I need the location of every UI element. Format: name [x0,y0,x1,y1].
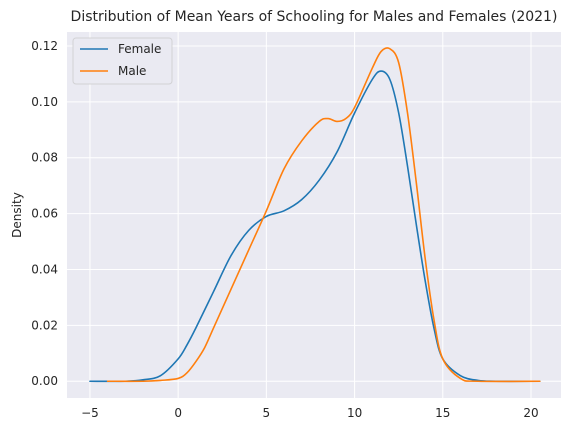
y-tick-label: 0.08 [31,151,58,165]
x-tick-label: 10 [347,406,362,420]
y-tick-label: 0.04 [31,262,58,276]
series-line-male [106,47,541,383]
legend: Female Male [72,37,173,85]
y-tick-label: 0.00 [31,374,58,388]
x-tick-label: 20 [523,406,538,420]
y-tick-label: 0.06 [31,207,58,221]
legend-label-male: Male [118,64,146,78]
y-tick-label: 0.02 [31,318,58,332]
chart-title: Distribution of Mean Years of Schooling … [71,9,558,25]
x-axis-ticks: −5 0 5 10 15 20 [81,406,539,420]
plot-area [67,32,561,398]
y-axis-ticks: 0.00 0.02 0.04 0.06 0.08 0.10 0.12 [31,39,58,388]
grid-lines [67,32,561,398]
series-line-female [89,70,541,383]
y-axis-label: Density [10,192,24,238]
x-tick-label: 15 [435,406,450,420]
y-tick-label: 0.12 [31,39,58,53]
series-layer [89,47,541,383]
x-tick-label: −5 [81,406,99,420]
legend-label-female: Female [118,42,161,56]
y-tick-label: 0.10 [31,95,58,109]
x-tick-label: 0 [174,406,182,420]
x-tick-label: 5 [263,406,271,420]
